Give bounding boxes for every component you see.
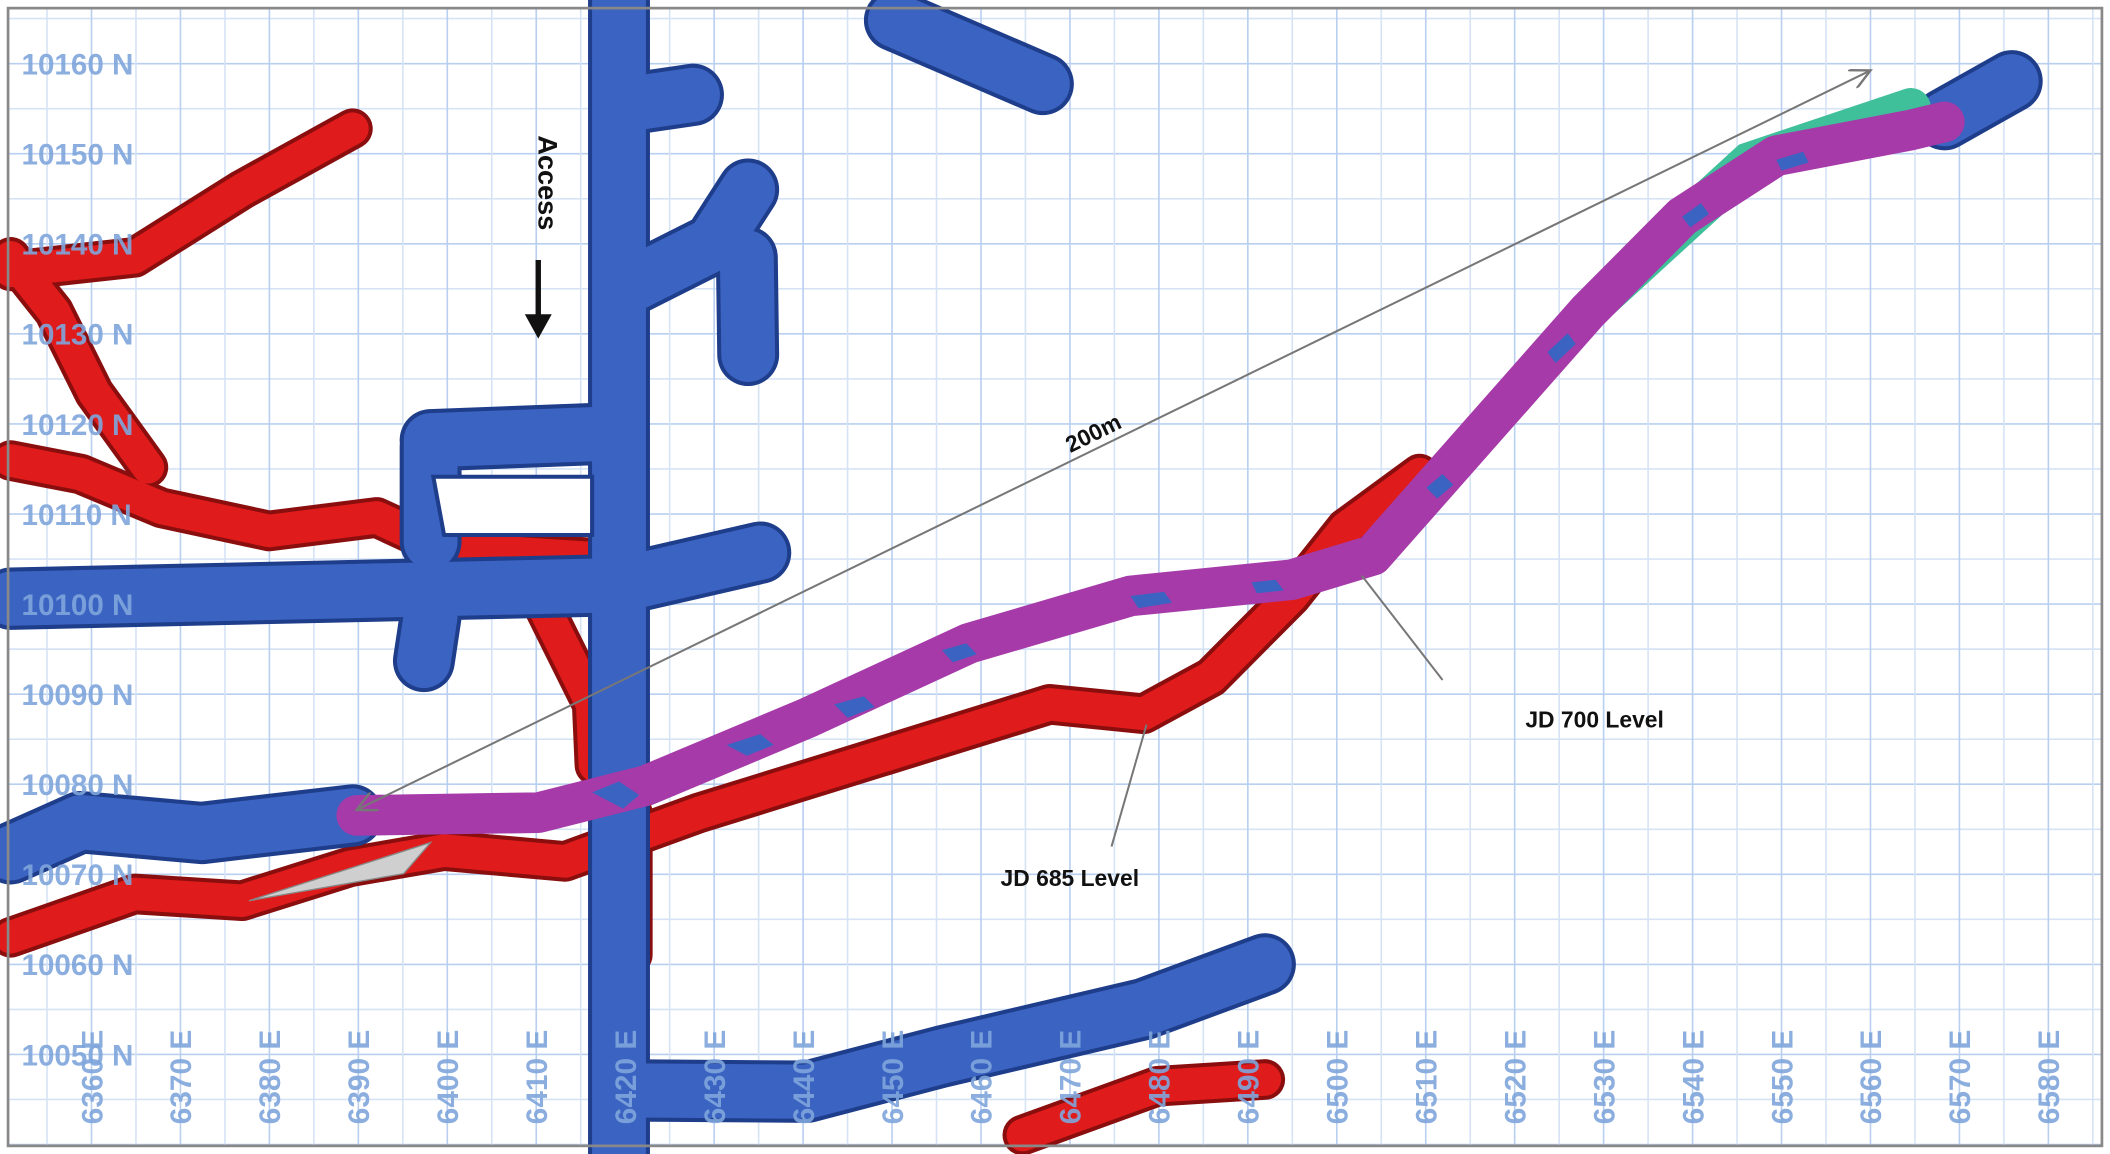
- leader-line: [1110, 724, 1148, 847]
- easting-label: 6400 E: [432, 1030, 465, 1124]
- easting-label: 6560 E: [1855, 1030, 1888, 1124]
- easting-label: 6550 E: [1766, 1030, 1799, 1124]
- northing-label: 10080 N: [22, 769, 134, 802]
- easting-label: 6510 E: [1411, 1030, 1444, 1124]
- northing-label: 10140 N: [22, 229, 134, 262]
- easting-label: 6520 E: [1500, 1030, 1533, 1124]
- access-label: Access: [532, 135, 562, 230]
- northing-label: 10070 N: [22, 859, 134, 892]
- easting-label: 6580 E: [2033, 1030, 2066, 1124]
- level-label: JD 700 Level: [1525, 706, 1664, 732]
- easting-label: 6370 E: [165, 1030, 198, 1124]
- northing-label: 10090 N: [22, 679, 134, 712]
- access-arrowhead: [524, 314, 552, 339]
- level-label: JD 685 Level: [1001, 865, 1140, 891]
- northing-label: 10130 N: [22, 319, 134, 352]
- distance-arrow: [357, 70, 1871, 810]
- northing-label: 10100 N: [22, 589, 134, 622]
- easting-label: 6420 E: [610, 1030, 643, 1124]
- easting-label: 6530 E: [1588, 1030, 1621, 1124]
- easting-label: 6440 E: [788, 1030, 821, 1124]
- easting-label: 6470 E: [1055, 1030, 1088, 1124]
- easting-label: 6540 E: [1677, 1030, 1710, 1124]
- easting-label: 6490 E: [1233, 1030, 1266, 1124]
- easting-label: 6360 E: [76, 1030, 109, 1124]
- frame: [6, 6, 2104, 1148]
- northing-label: 10120 N: [22, 409, 134, 442]
- easting-label: 6480 E: [1144, 1030, 1177, 1124]
- easting-label: 6390 E: [343, 1030, 376, 1124]
- northing-label: 10060 N: [22, 949, 134, 982]
- northing-label: 10110 N: [22, 499, 132, 532]
- easting-label: 6450 E: [877, 1030, 910, 1124]
- easting-label: 6460 E: [966, 1030, 999, 1124]
- easting-label: 6410 E: [521, 1030, 554, 1124]
- northing-label: 10150 N: [22, 138, 134, 171]
- easting-label: 6500 E: [1322, 1030, 1355, 1124]
- easting-label: 6430 E: [699, 1030, 732, 1124]
- northing-label: 10050 N: [22, 1039, 134, 1072]
- easting-label: 6380 E: [254, 1030, 287, 1124]
- coordinate-labels: 10160 N 10150 N 10140 N 10130 N 10120 N 10110…: [22, 48, 2067, 1124]
- leader-line: [1361, 575, 1444, 681]
- easting-label: 6570 E: [1944, 1030, 1977, 1124]
- northing-label: 10160 N: [22, 48, 134, 81]
